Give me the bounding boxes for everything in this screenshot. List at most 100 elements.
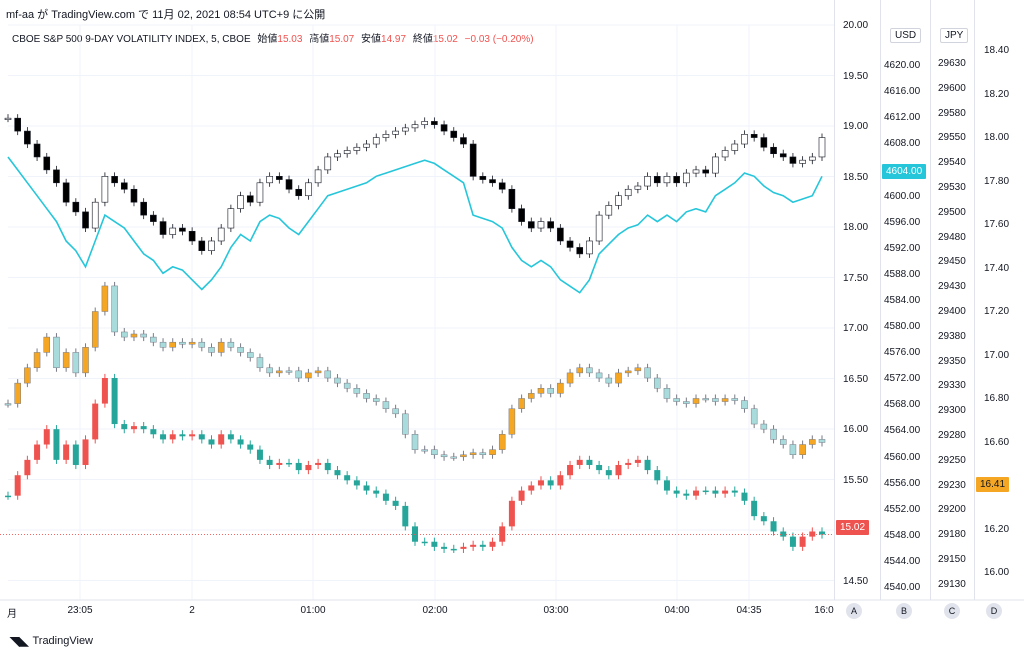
brand-footer[interactable]: ◥◣ TradingView <box>10 634 93 648</box>
vix-last-price-tag: 15.02 <box>836 520 870 535</box>
d-candle <box>799 444 806 455</box>
jpy-unit-label[interactable]: JPY <box>940 28 969 43</box>
jpy-candle <box>402 127 409 132</box>
scale-button-a[interactable]: A <box>846 603 862 619</box>
jpy-candle <box>508 188 516 209</box>
jpy-tick: 29480 <box>938 231 966 243</box>
vix-candle <box>702 490 709 493</box>
jpy-candle <box>382 134 390 138</box>
usd-tick: 4544.00 <box>884 555 921 567</box>
d-candle <box>489 449 496 456</box>
d-candle <box>101 285 109 312</box>
scale-button-d[interactable]: D <box>986 603 1002 619</box>
d-candle <box>731 398 739 401</box>
usd-unit-label[interactable]: USD <box>890 28 922 43</box>
jpy-candle <box>314 169 322 184</box>
vix-tick: 14.50 <box>843 575 869 587</box>
jpy-candle <box>731 143 739 151</box>
jpy-candle <box>324 156 332 171</box>
jpy-tick: 29330 <box>938 380 966 392</box>
time-axis-label: 16:0 <box>814 605 834 616</box>
jpy-tick: 29350 <box>938 355 966 367</box>
scale-button-b[interactable]: B <box>896 603 912 619</box>
usd-tick: 4568.00 <box>884 399 921 411</box>
jpy-candle <box>295 188 303 197</box>
jpy-candle <box>256 182 264 203</box>
close-label: 終値 <box>412 34 433 45</box>
usd-price-axis[interactable] <box>880 0 931 600</box>
d-candle <box>547 387 554 394</box>
usd-tick: 4588.00 <box>884 268 921 280</box>
jpy-candle <box>489 179 496 184</box>
d-candle <box>33 352 41 369</box>
jpy-candle <box>120 182 128 190</box>
jpy-candle <box>750 134 758 138</box>
d-candle <box>673 398 680 402</box>
d-candle <box>421 449 428 452</box>
vix-tick: 16.00 <box>843 424 869 435</box>
vix-candle <box>615 464 622 476</box>
usd-tick: 4608.00 <box>884 138 921 150</box>
d-candle <box>431 449 438 456</box>
vix-tick: 20.00 <box>843 20 869 31</box>
d-candle <box>334 377 341 384</box>
jpy-candle <box>721 150 729 158</box>
d-candle <box>4 403 12 406</box>
jpy-tick: 29400 <box>938 306 966 317</box>
d-candle <box>557 382 564 394</box>
d-candle <box>314 370 322 374</box>
d-candle <box>440 454 448 458</box>
vix-candle <box>63 444 70 460</box>
jpy-candle <box>198 240 206 251</box>
usd-tick: 4612.00 <box>884 112 921 124</box>
vix-candle <box>150 429 157 435</box>
vix-candle <box>809 531 816 537</box>
jpy-candle <box>702 169 710 174</box>
d-candle <box>324 370 332 379</box>
jpy-tick: 29500 <box>938 206 966 218</box>
vix-candle <box>518 490 525 501</box>
jpy-candle <box>431 121 438 125</box>
d-tick: 16.00 <box>984 567 1010 578</box>
jpy-candle <box>237 195 244 209</box>
vix-candle <box>286 462 293 465</box>
vix-candle <box>576 459 583 465</box>
vix-candle <box>751 500 758 517</box>
jpy-candle <box>217 227 225 242</box>
jpy-candle <box>188 230 196 242</box>
vix-candle <box>14 475 21 496</box>
vix-candle <box>508 500 515 527</box>
d-candle <box>198 341 206 348</box>
open-label: 始値 <box>257 34 278 45</box>
vix-candle <box>586 459 593 465</box>
d-candle <box>576 367 583 374</box>
vix-candle <box>92 403 99 440</box>
vix-candle <box>537 480 544 486</box>
usd-tick: 4540.00 <box>884 582 921 593</box>
d-candle <box>654 377 661 389</box>
jpy-candle <box>140 201 147 216</box>
jpy-price-axis[interactable] <box>930 0 981 600</box>
jpy-candle <box>227 208 235 229</box>
jpy-candle <box>343 150 351 155</box>
jpy-tick: 29300 <box>938 405 966 417</box>
jpy-candle <box>363 143 370 148</box>
vix-candle <box>712 490 719 494</box>
vix-price-axis[interactable] <box>834 0 881 600</box>
scale-button-c[interactable]: C <box>944 603 960 619</box>
usd-last-price-tag: 4604.00 <box>882 164 927 179</box>
jpy-candle <box>760 137 768 148</box>
high-value: 15.07 <box>329 34 355 45</box>
vix-candle <box>121 424 128 430</box>
jpy-tick: 29430 <box>938 281 966 293</box>
d-price-axis[interactable] <box>974 0 1024 600</box>
d-candle <box>624 370 632 374</box>
publisher-line: mf-aa が TradingView.com で 11月 02, 2021 0… <box>6 9 326 21</box>
vix-candle <box>528 485 535 491</box>
d-candle <box>266 367 273 374</box>
vix-candle <box>780 531 787 537</box>
jpy-candle <box>741 134 748 145</box>
jpy-candle <box>663 176 671 184</box>
jpy-candle <box>460 137 467 145</box>
